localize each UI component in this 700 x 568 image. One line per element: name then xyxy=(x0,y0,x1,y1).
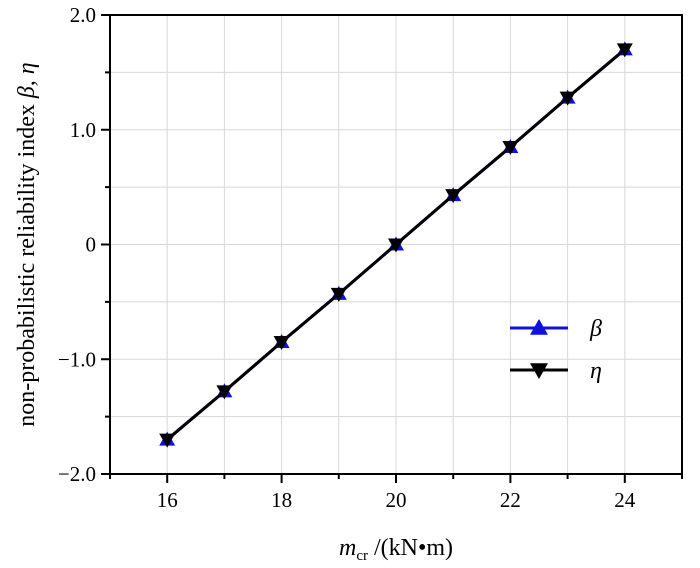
data-point xyxy=(445,189,462,204)
data-point xyxy=(616,43,633,58)
data-point xyxy=(330,287,347,302)
data-point xyxy=(502,140,519,155)
y-tick-label: 0 xyxy=(86,233,97,257)
x-axis-label-sub: cr xyxy=(356,548,368,564)
y-tick-label: 2.0 xyxy=(70,3,96,27)
x-axis-label: mcr /(kN•m) xyxy=(339,535,453,564)
series-2 xyxy=(159,43,633,448)
data-point xyxy=(559,91,576,106)
data-point xyxy=(273,336,290,351)
y-axis-label: non-probabilistic reliability index β, η xyxy=(14,62,40,426)
data-point xyxy=(388,238,404,253)
x-tick-label: 18 xyxy=(271,488,292,512)
axis-ticks: 16 18 20 22 24 −2.0 −1.0 0 1.0 2.0 xyxy=(58,3,683,512)
x-tick-label: 22 xyxy=(500,488,521,512)
y-axis-label-text: non-probabilistic reliability index xyxy=(14,98,40,427)
data-point xyxy=(216,385,233,400)
y-tick-label: 1.0 xyxy=(70,118,96,142)
y-tick-label: −2.0 xyxy=(58,462,96,486)
y-axis-label-symbols: β, η xyxy=(14,62,40,99)
legend-label: β xyxy=(589,316,602,342)
x-tick-label: 16 xyxy=(157,488,178,512)
data-point xyxy=(159,433,176,448)
legend-marker xyxy=(530,319,548,335)
x-axis-label-unit: /(kN•m) xyxy=(368,535,453,561)
x-tick-label: 20 xyxy=(386,488,407,512)
series-group xyxy=(159,41,633,448)
x-tick-label: 24 xyxy=(614,488,636,512)
legend-marker xyxy=(530,363,548,379)
legend-label: η xyxy=(590,358,602,384)
y-tick-label: −1.0 xyxy=(58,347,96,371)
x-axis-label-main: m xyxy=(339,535,356,561)
legend: βη xyxy=(510,316,602,384)
